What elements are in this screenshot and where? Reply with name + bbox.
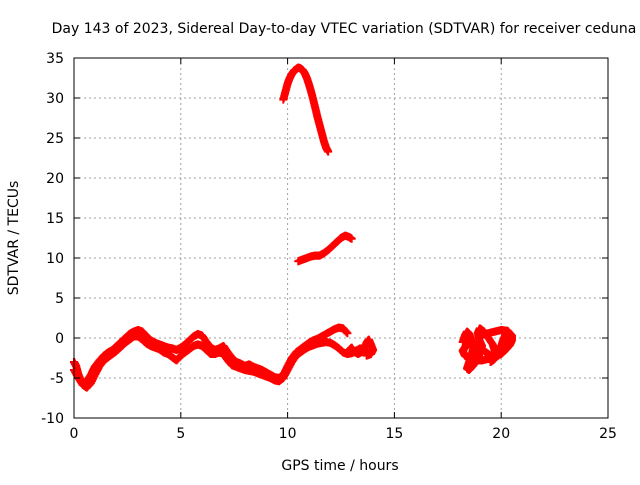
y-tick-label: 25 — [46, 131, 64, 147]
x-axis-title: GPS time / hours — [281, 458, 398, 474]
y-tick-label: 30 — [46, 91, 64, 107]
y-tick-label: 35 — [46, 51, 64, 67]
series-arc-morning-lower — [70, 332, 373, 392]
data-point — [347, 234, 356, 243]
data-point — [324, 147, 333, 156]
x-tick-label: 25 — [599, 426, 617, 442]
y-tick-label: -10 — [41, 411, 64, 427]
series-arc-mid — [294, 231, 356, 266]
y-axis-title: SDTVAR / TECUs — [6, 181, 22, 296]
series-arc-peak — [279, 63, 333, 156]
series-arc-13h — [345, 335, 378, 360]
series-arc-evening — [458, 324, 516, 374]
chart-title: Day 143 of 2023, Sidereal Day-to-day VTE… — [52, 21, 637, 37]
x-tick-label: 20 — [492, 426, 510, 442]
y-tick-label: 10 — [46, 251, 64, 267]
tick-layer: 0 5 10 15 20 25 -10 -5 0 5 10 15 20 25 30 35 — [41, 51, 617, 442]
x-tick-label: 5 — [176, 426, 185, 442]
data-point — [477, 330, 486, 339]
data-point — [343, 329, 352, 338]
y-tick-label: 15 — [46, 211, 64, 227]
y-tick-label: 20 — [46, 171, 64, 187]
y-tick-label: 5 — [55, 291, 64, 307]
grid-layer — [74, 58, 608, 418]
x-tick-label: 10 — [279, 426, 297, 442]
y-tick-label: -5 — [50, 371, 64, 387]
plot-frame — [73, 57, 609, 419]
data-layer — [70, 63, 516, 392]
x-tick-label: 0 — [70, 426, 79, 442]
x-tick-label: 15 — [385, 426, 403, 442]
data-point — [362, 351, 371, 360]
y-tick-label: 0 — [55, 331, 64, 347]
